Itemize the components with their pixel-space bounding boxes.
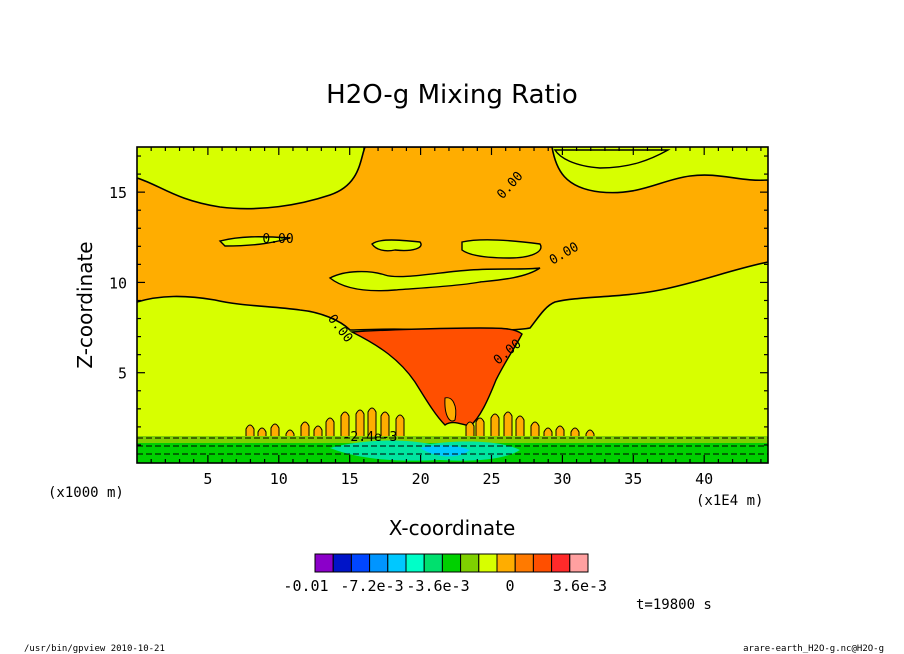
y-tick-label: 5 xyxy=(118,365,127,383)
colorbar-swatch xyxy=(369,553,389,573)
contour-label: 0.00 xyxy=(262,232,293,247)
y-tick-label: 15 xyxy=(109,184,127,202)
colorbar: -0.01 -7.2e-3 -3.6e-3 0 3.6e-3 xyxy=(283,553,607,595)
x-tick-label: 35 xyxy=(624,470,642,488)
x-tick-label: 20 xyxy=(412,470,430,488)
colorbar-swatch xyxy=(532,553,553,573)
colorbar-swatch xyxy=(350,553,371,573)
region-tower xyxy=(555,425,565,439)
colorbar-tick-label: -7.2e-3 xyxy=(340,577,403,595)
region-notch xyxy=(371,239,422,252)
colorbar-swatch xyxy=(405,553,425,573)
region-tower xyxy=(325,417,335,439)
region-upper-band xyxy=(137,147,768,332)
region-core-notch xyxy=(444,397,457,422)
time-label: t=19800 s xyxy=(636,597,712,613)
region-tower xyxy=(380,411,390,439)
colorbar-swatch xyxy=(387,553,407,573)
colorbar-tick-label: 3.6e-3 xyxy=(553,577,607,595)
colorbar-swatch xyxy=(441,553,462,573)
x-tick-label: 25 xyxy=(482,470,500,488)
region-tower xyxy=(367,407,377,439)
colorbar-swatch xyxy=(332,553,352,573)
region-notch xyxy=(328,267,541,292)
axes: 5 10 15 20 25 30 35 40 5 10 15 xyxy=(109,146,769,488)
region-tower xyxy=(245,424,255,439)
x-tick-label: 5 xyxy=(203,470,212,488)
x-tick-label: 30 xyxy=(553,470,571,488)
contour-label: -2.4e-3 xyxy=(343,430,398,445)
footer-left: /usr/bin/gpview 2010-10-21 xyxy=(24,644,165,654)
colorbar-tick-label: 0 xyxy=(505,577,514,595)
x-axis-label: X-coordinate xyxy=(389,516,516,540)
region-notch xyxy=(218,236,291,247)
region-tower xyxy=(503,411,513,439)
colorbar-tick-label: -0.01 xyxy=(283,577,328,595)
colorbar-swatch xyxy=(569,553,589,573)
region-tower xyxy=(340,411,350,439)
chart-title: H2O-g Mixing Ratio xyxy=(326,80,578,110)
colorbar-swatch xyxy=(514,553,534,573)
x-tick-label: 10 xyxy=(270,470,288,488)
region-tower xyxy=(270,423,280,439)
footer-right: arare-earth_H2O-g.nc@H2O-g xyxy=(743,644,884,654)
region-tower xyxy=(300,421,310,439)
plot-frame xyxy=(136,146,769,464)
y-axis-label: Z-coordinate xyxy=(73,241,97,368)
colorbar-swatch xyxy=(423,553,443,573)
colorbar-tick-label: -3.6e-3 xyxy=(406,577,469,595)
x-unit-left: (x1000 m) xyxy=(48,485,124,501)
colorbar-swatch xyxy=(314,553,334,573)
colorbar-swatch xyxy=(478,553,498,573)
region-tower xyxy=(570,427,580,439)
region-tower xyxy=(515,415,525,439)
region-notch xyxy=(553,149,671,169)
region-tower xyxy=(490,413,500,439)
region-tower xyxy=(313,425,323,439)
colorbar-swatch xyxy=(460,553,480,573)
region-tower xyxy=(465,421,475,439)
region-core xyxy=(349,327,523,427)
region-notch xyxy=(461,239,542,259)
x-unit-right: (x1E4 m) xyxy=(696,493,763,509)
x-tick-label: 15 xyxy=(341,470,359,488)
region-tower xyxy=(530,421,540,439)
region-tower xyxy=(395,414,405,439)
region-tower xyxy=(257,427,267,439)
colorbar-swatch xyxy=(551,553,571,573)
region-tower xyxy=(543,427,553,439)
contour-plot: 0.000.000.000.000.00-2.4e-3 xyxy=(137,147,768,463)
colorbar-swatch xyxy=(496,553,516,573)
x-tick-label: 40 xyxy=(695,470,713,488)
region-tower xyxy=(355,409,365,439)
y-tick-label: 10 xyxy=(109,274,127,292)
region-tower xyxy=(475,417,485,439)
